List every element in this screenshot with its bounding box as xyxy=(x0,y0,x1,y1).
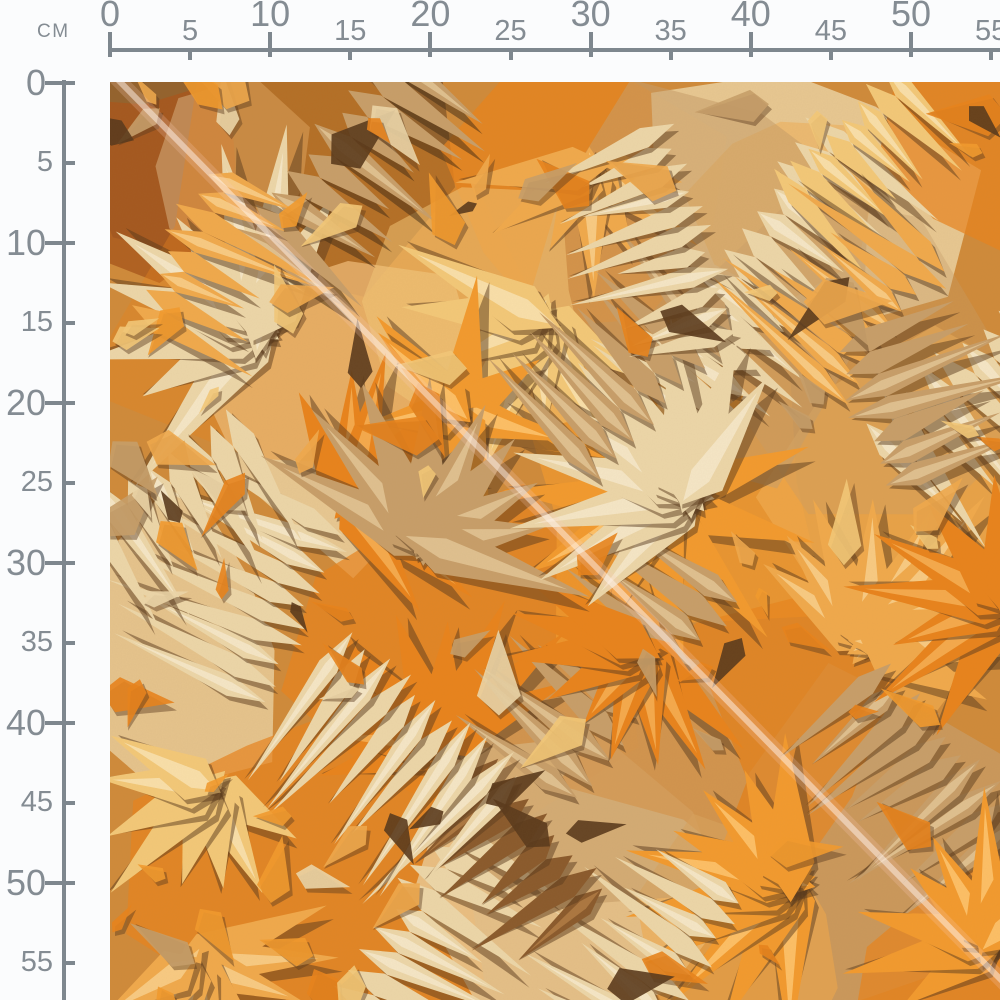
ruler-left-tick-label-40: 40 xyxy=(5,702,46,743)
ruler-left-tick-0 xyxy=(45,81,75,85)
ruler-left-tick-30 xyxy=(45,561,75,565)
ruler-top-tick-label-10: 10 xyxy=(250,0,291,34)
ruler-top-tick-45 xyxy=(828,48,833,60)
ruler-top-tick-15 xyxy=(348,48,353,60)
ruler-top-tick-35 xyxy=(668,48,673,60)
ruler-top-tick-55 xyxy=(989,48,994,60)
ruler-top-tick-20 xyxy=(428,32,433,57)
ruler-top-tick-label-50: 50 xyxy=(890,0,932,34)
ruler-top-tick-label-0: 0 xyxy=(99,0,121,34)
ruler-left-tick-50 xyxy=(45,881,75,885)
ruler-unit-label: CM xyxy=(37,21,70,42)
ruler-top-tick-label-40: 40 xyxy=(730,0,771,34)
ruler-left-tick-5 xyxy=(63,161,75,165)
ruler-top-tick-label-15: 15 xyxy=(334,15,367,47)
ruler-left-tick-40 xyxy=(45,721,75,725)
ruler-top-tick-label-25: 25 xyxy=(494,15,527,47)
ruler-vertical-line xyxy=(62,80,66,1000)
ruler-left-tick-label-30: 30 xyxy=(5,542,46,583)
ruler-top-tick-0 xyxy=(108,32,112,57)
ruler-top-tick-label-45: 45 xyxy=(814,15,848,47)
ruler-top-tick-label-55: 55 xyxy=(974,15,1000,47)
ruler-top-tick-5 xyxy=(188,48,193,60)
ruler-top-tick-30 xyxy=(588,32,593,57)
ruler-top-tick-label-5: 5 xyxy=(182,15,199,47)
ruler-left-tick-label-45: 45 xyxy=(20,786,53,818)
ruler-top-tick-10 xyxy=(268,32,273,57)
ruler-top-tick-label-20: 20 xyxy=(410,0,451,34)
ruler-top-tick-label-30: 30 xyxy=(570,0,611,34)
fabric-pattern-image xyxy=(110,82,1000,1000)
ruler-left-tick-35 xyxy=(63,641,75,645)
ruler-top-tick-50 xyxy=(909,32,913,57)
ruler-left-tick-55 xyxy=(63,961,75,965)
ruler-left-tick-label-50: 50 xyxy=(5,862,46,903)
ruler-top-tick-40 xyxy=(748,32,753,57)
ruler-left-tick-25 xyxy=(63,481,75,485)
fabric-pattern-preview xyxy=(110,82,1000,1000)
ruler-left-tick-label-25: 25 xyxy=(20,466,53,498)
ruler-left-tick-45 xyxy=(63,801,75,805)
ruler-left-tick-label-35: 35 xyxy=(20,626,53,658)
ruler-horizontal-line xyxy=(108,48,1000,52)
ruler-top-tick-label-35: 35 xyxy=(654,15,687,47)
ruler-top-tick-25 xyxy=(508,48,513,60)
ruler-left-tick-20 xyxy=(45,401,75,405)
ruler-left-tick-label-10: 10 xyxy=(5,222,46,263)
ruler-left-tick-label-15: 15 xyxy=(20,306,53,338)
ruler-left-tick-15 xyxy=(63,321,75,325)
ruler-left-tick-label-5: 5 xyxy=(36,146,53,178)
ruler-left-tick-label-20: 20 xyxy=(5,382,46,423)
ruler-left-tick-label-55: 55 xyxy=(20,946,53,978)
ruler-left-tick-label-0: 0 xyxy=(25,62,46,103)
ruler-left-tick-10 xyxy=(45,241,75,245)
